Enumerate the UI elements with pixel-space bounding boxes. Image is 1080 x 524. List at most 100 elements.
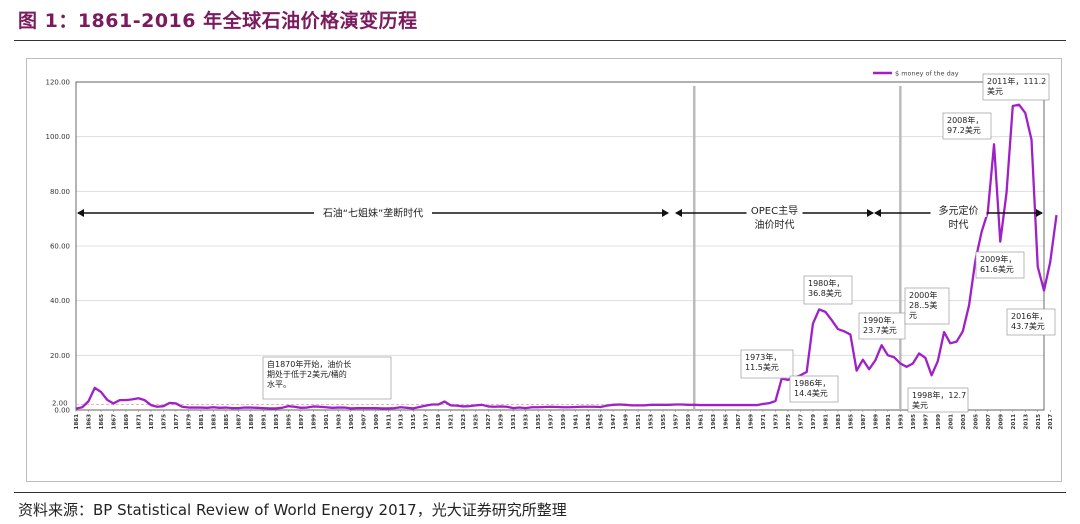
x-tick-label: 1989 xyxy=(873,414,879,430)
era-label-line2: 时代 xyxy=(949,219,969,231)
x-tick-label: 1931 xyxy=(511,414,517,430)
annotation-box xyxy=(740,349,794,379)
x-tick-label: 1913 xyxy=(399,414,405,430)
x-tick-label: 1885 xyxy=(224,414,230,430)
x-tick-label: 1975 xyxy=(786,414,792,430)
series-layer xyxy=(75,103,1058,410)
x-tick-label: 1919 xyxy=(436,414,442,430)
x-tick-label: 1935 xyxy=(536,414,542,430)
x-tick-label: 1999 xyxy=(936,414,942,430)
x-tick-label: 1915 xyxy=(411,414,417,430)
x-tick-label: 1929 xyxy=(499,414,505,430)
x-tick-label: 2009 xyxy=(998,414,1004,430)
annotation-text: 美元 xyxy=(987,86,1003,96)
annotation-text: 1986年， xyxy=(794,378,830,388)
annotation-text: 美元 xyxy=(912,400,928,410)
era-label-bg xyxy=(314,205,432,220)
x-tick-label: 1963 xyxy=(711,414,717,430)
gridlines xyxy=(75,81,1045,411)
annotation-text: 97.2美元 xyxy=(947,125,981,135)
x-tick-label: 1971 xyxy=(761,414,767,430)
plot-border xyxy=(75,81,1045,411)
x-tick-label: 1955 xyxy=(661,414,667,430)
annotation-6: 1998年，12.7美元 xyxy=(907,387,969,413)
series-line-money-of-the-day xyxy=(75,103,1058,410)
x-tick-label: 1973 xyxy=(773,414,779,430)
era-label-bg xyxy=(746,204,803,217)
x-tick-label: 1949 xyxy=(624,414,630,430)
x-tick-label: 1921 xyxy=(449,414,455,430)
annotation-text: 2008年， xyxy=(947,115,983,125)
x-tick-label: 1881 xyxy=(199,414,205,430)
x-tick-label: 2015 xyxy=(1036,414,1042,430)
annotation-text: 1990年， xyxy=(863,315,899,325)
x-tick-label: 1967 xyxy=(736,414,742,430)
x-tick-label: 2007 xyxy=(986,414,992,430)
annotation-box xyxy=(262,356,392,400)
annotation-box xyxy=(803,275,853,305)
x-tick-label: 1995 xyxy=(911,414,917,430)
x-tick-label: 2001 xyxy=(948,414,954,430)
x-tick-label: 1927 xyxy=(486,414,492,430)
x-tick-label: 1863 xyxy=(86,414,92,430)
x-tick-label: 1923 xyxy=(461,414,467,430)
two-dollar-label: 2.00 xyxy=(52,400,68,408)
x-tick-label: 1951 xyxy=(636,414,642,430)
annotation-text: 43.7美元 xyxy=(1011,321,1045,331)
annotation-10: 2016年，43.7美元 xyxy=(1006,308,1056,336)
x-tick-label: 1907 xyxy=(361,414,367,430)
annotation-2: 1980年，36.8美元 xyxy=(803,275,853,305)
x-tick-label: 1947 xyxy=(611,414,617,430)
x-tick-label: 1993 xyxy=(898,414,904,430)
x-tick-label: 1983 xyxy=(836,414,842,430)
era-0: 石油“七姐妹”垄断时代 xyxy=(77,205,669,220)
x-tick-label: 1997 xyxy=(923,414,929,430)
x-tick-label: 1911 xyxy=(386,414,392,430)
annotation-text: 1980年， xyxy=(808,278,844,288)
x-tick-label: 1897 xyxy=(299,414,305,430)
x-axis-ticks: 1861 1863 1865 1867 1869 1871 1873 1875 1877 1879… xyxy=(74,410,1054,430)
x-tick-label: 1977 xyxy=(798,414,804,430)
x-tick-label: 1887 xyxy=(236,414,242,430)
annotation-text: 自1870年开始，油价长 xyxy=(267,359,351,369)
x-tick-label: 1873 xyxy=(149,414,155,430)
x-tick-label: 1961 xyxy=(699,414,705,430)
x-tick-label: 1985 xyxy=(848,414,854,430)
y-tick-label: 0.00 xyxy=(54,407,70,415)
source-note: 资料来源：BP Statistical Review of World Ener… xyxy=(18,501,567,519)
era-label: 石油“七姐妹”垄断时代 xyxy=(323,207,423,220)
x-tick-label: 1861 xyxy=(74,414,80,430)
annotation-text: 36.8美元 xyxy=(808,288,842,298)
x-tick-label: 2005 xyxy=(973,414,979,430)
annotation-text: 元 xyxy=(909,311,917,320)
x-tick-label: 1889 xyxy=(249,414,255,430)
x-tick-label: 1899 xyxy=(311,414,317,430)
annotation-text: 期处于低于2美元/桶的 xyxy=(267,369,347,379)
y-tick-label: 60.00 xyxy=(50,243,70,251)
annotation-text: 61.6美元 xyxy=(980,264,1014,274)
era-label-line2: 油价时代 xyxy=(755,218,795,231)
legend-label: $ money of the day xyxy=(895,70,959,78)
x-tick-label: 1895 xyxy=(286,414,292,430)
x-tick-label: 1957 xyxy=(674,414,680,430)
era-label-line1: 多元定价 xyxy=(939,204,979,217)
x-tick-label: 1945 xyxy=(599,414,605,430)
annotation-text: 11.5美元 xyxy=(745,362,779,372)
x-tick-label: 1871 xyxy=(136,414,142,430)
x-tick-label: 2003 xyxy=(961,414,967,430)
era-label-bg xyxy=(930,204,987,217)
x-tick-label: 1865 xyxy=(99,414,105,430)
x-tick-label: 1869 xyxy=(124,414,130,430)
annotation-box xyxy=(942,112,992,140)
annotation-box xyxy=(1006,308,1056,336)
annotation-8: 2011年，111.2美元 xyxy=(982,73,1050,101)
x-tick-label: 1891 xyxy=(261,414,267,430)
y-axis-ticks: 0.00 20.00 40.00 60.00 80.00 100.00 120.00 xyxy=(46,79,71,415)
x-tick-label: 1893 xyxy=(274,414,280,430)
x-tick-label: 1939 xyxy=(561,414,567,430)
x-tick-label: 1937 xyxy=(549,414,555,430)
